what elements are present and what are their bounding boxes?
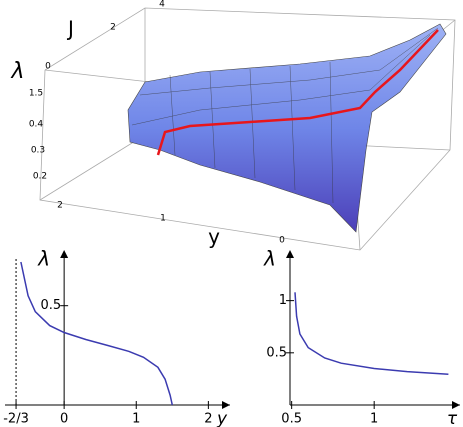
tick-label: 0	[45, 62, 51, 72]
plot-y: -2/3 0 1 2 0.5 y λ	[3, 247, 230, 427]
x-tick-label: 0.5	[281, 412, 302, 427]
arrow	[60, 250, 69, 258]
curve	[20, 261, 174, 406]
tick-label: 1	[160, 214, 166, 224]
arrow	[452, 401, 460, 409]
y-tick-label: 1	[279, 293, 287, 308]
tick-label: 0.3	[31, 146, 45, 156]
x-tick-label: 1	[370, 412, 378, 427]
tick-label: 2	[57, 201, 63, 211]
tick-label: 0.4	[29, 120, 44, 130]
tick-label: 1.5	[29, 89, 43, 99]
arrow	[222, 401, 230, 409]
x-axis-label: y	[216, 409, 228, 427]
y-axis-label: λ	[263, 247, 276, 271]
x-axis-label: τ	[447, 409, 458, 427]
axis-label: y	[208, 225, 220, 249]
x-tick-label: 0	[60, 412, 68, 427]
plot-tau: 0.5 1 0.5 1 τ λ	[263, 247, 460, 427]
surface	[127, 23, 447, 233]
y-tick-label: 0.5	[40, 298, 61, 313]
curve	[294, 292, 449, 375]
x-tick-label: 2	[204, 412, 212, 427]
tick-label: 0.2	[33, 172, 47, 182]
tick-label: 0	[279, 236, 285, 246]
red-curve	[156, 29, 439, 156]
axis-label: J	[66, 17, 74, 41]
y-axis-label: λ	[37, 247, 50, 271]
tick-label: 2	[110, 23, 116, 33]
axis-label: λ	[10, 59, 24, 84]
arrow	[286, 250, 294, 258]
x-tick-label: -2/3	[3, 412, 29, 427]
tick-label: 4	[159, 0, 165, 10]
x-tick-label: 1	[132, 412, 140, 427]
y-tick-label: 0.5	[266, 345, 287, 360]
plot-3d: 2 1 0 0 2 4 0.2 0.3 0.4 1.5 y Jλ	[10, 0, 285, 249]
